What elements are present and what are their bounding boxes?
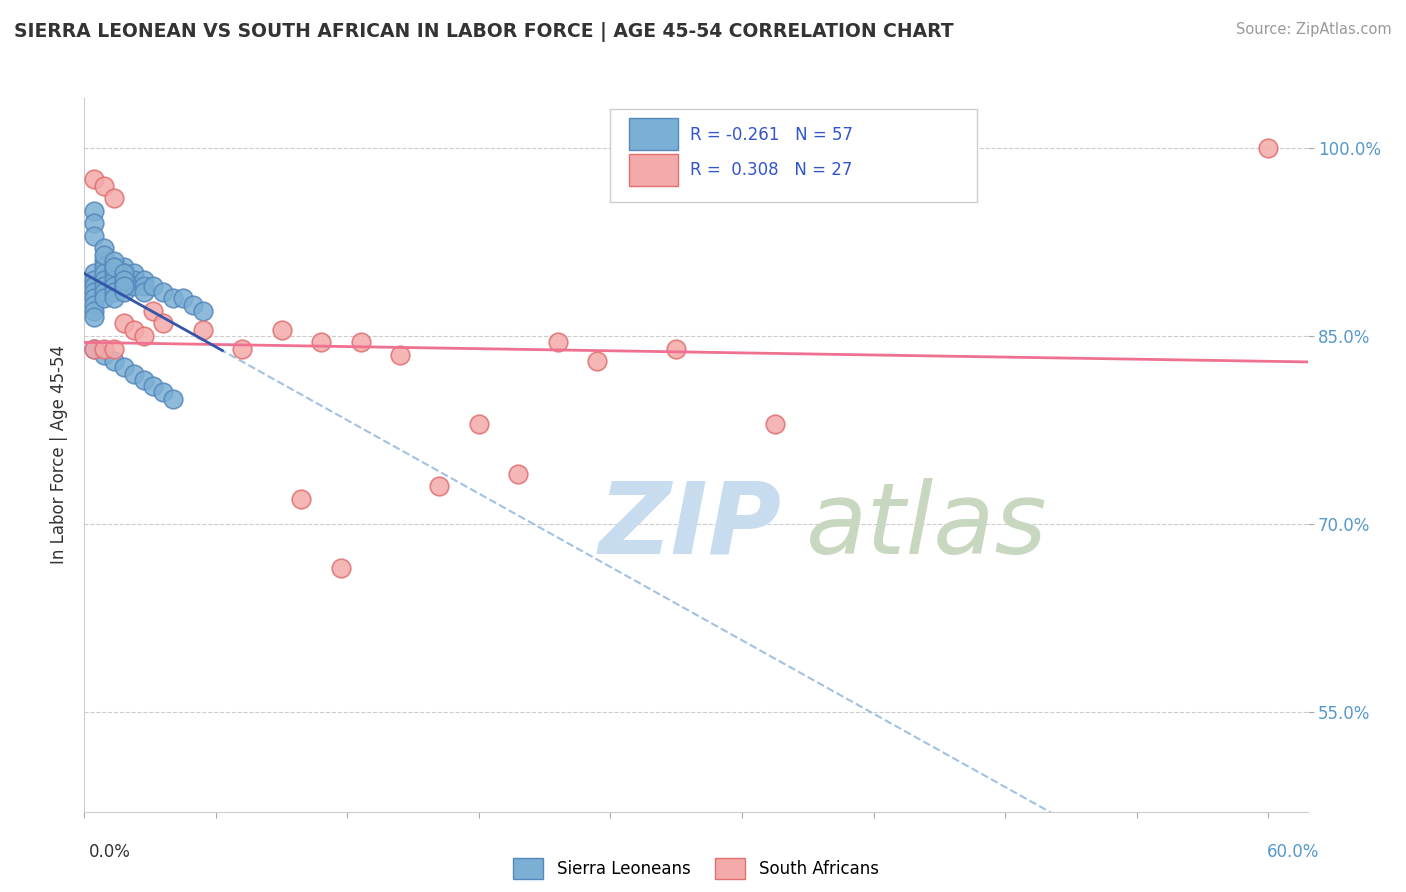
Point — [763, 417, 786, 431]
Point — [290, 491, 312, 506]
Point — [103, 260, 125, 274]
Point — [83, 342, 105, 356]
Point — [122, 279, 145, 293]
Point — [103, 342, 125, 356]
Point — [112, 285, 135, 300]
Point — [83, 266, 105, 280]
Text: R = -0.261   N = 57: R = -0.261 N = 57 — [690, 126, 853, 144]
Point — [142, 379, 165, 393]
Point — [83, 304, 105, 318]
Point — [103, 260, 125, 274]
Point — [162, 392, 184, 406]
Point — [93, 260, 115, 274]
Point — [1257, 141, 1279, 155]
Point — [132, 273, 155, 287]
Point — [172, 292, 194, 306]
Point — [508, 467, 530, 481]
Point — [132, 279, 155, 293]
Point — [181, 298, 204, 312]
Point — [468, 417, 491, 431]
Text: Source: ZipAtlas.com: Source: ZipAtlas.com — [1236, 22, 1392, 37]
Point — [132, 285, 155, 300]
Legend: Sierra Leoneans, South Africans: Sierra Leoneans, South Africans — [506, 852, 886, 886]
Point — [93, 342, 115, 356]
Point — [132, 373, 155, 387]
Point — [93, 178, 115, 193]
Point — [152, 385, 174, 400]
Point — [122, 323, 145, 337]
Point — [122, 273, 145, 287]
Text: 60.0%: 60.0% — [1267, 843, 1319, 861]
Point — [112, 273, 135, 287]
Point — [112, 317, 135, 331]
Point — [83, 279, 105, 293]
Point — [93, 279, 115, 293]
Point — [132, 329, 155, 343]
Point — [231, 342, 253, 356]
Point — [103, 273, 125, 287]
Point — [83, 285, 105, 300]
Point — [83, 298, 105, 312]
Point — [103, 285, 125, 300]
Point — [349, 335, 371, 350]
Point — [547, 335, 569, 350]
Point — [162, 292, 184, 306]
Point — [103, 253, 125, 268]
Y-axis label: In Labor Force | Age 45-54: In Labor Force | Age 45-54 — [49, 345, 67, 565]
Point — [93, 285, 115, 300]
Point — [142, 304, 165, 318]
Point — [83, 216, 105, 230]
Point — [191, 323, 214, 337]
Point — [112, 266, 135, 280]
Point — [93, 348, 115, 362]
Text: 0.0%: 0.0% — [89, 843, 131, 861]
Point — [83, 273, 105, 287]
Point — [83, 342, 105, 356]
Point — [103, 191, 125, 205]
Point — [112, 279, 135, 293]
Point — [83, 228, 105, 243]
Point — [93, 253, 115, 268]
Point — [389, 348, 412, 362]
Point — [112, 279, 135, 293]
Point — [329, 560, 352, 574]
Point — [103, 266, 125, 280]
Point — [152, 317, 174, 331]
Point — [112, 260, 135, 274]
Point — [122, 266, 145, 280]
Point — [93, 266, 115, 280]
Point — [83, 172, 105, 186]
Point — [309, 335, 332, 350]
Point — [83, 292, 105, 306]
Point — [93, 273, 115, 287]
Point — [112, 273, 135, 287]
Text: SIERRA LEONEAN VS SOUTH AFRICAN IN LABOR FORCE | AGE 45-54 CORRELATION CHART: SIERRA LEONEAN VS SOUTH AFRICAN IN LABOR… — [14, 22, 953, 42]
Point — [83, 310, 105, 325]
Point — [103, 279, 125, 293]
Point — [586, 354, 609, 368]
Text: ZIP: ZIP — [598, 478, 782, 574]
FancyBboxPatch shape — [610, 109, 977, 202]
Point — [112, 266, 135, 280]
Point — [103, 292, 125, 306]
Point — [429, 479, 451, 493]
Point — [270, 323, 292, 337]
Point — [665, 342, 688, 356]
Point — [83, 203, 105, 218]
Point — [93, 247, 115, 261]
Point — [142, 279, 165, 293]
Point — [103, 354, 125, 368]
Point — [93, 241, 115, 255]
FancyBboxPatch shape — [628, 153, 678, 186]
Point — [112, 360, 135, 375]
Text: atlas: atlas — [806, 478, 1047, 574]
FancyBboxPatch shape — [628, 118, 678, 150]
Point — [152, 285, 174, 300]
Point — [122, 367, 145, 381]
Point — [191, 304, 214, 318]
Point — [93, 292, 115, 306]
Text: R =  0.308   N = 27: R = 0.308 N = 27 — [690, 161, 852, 179]
